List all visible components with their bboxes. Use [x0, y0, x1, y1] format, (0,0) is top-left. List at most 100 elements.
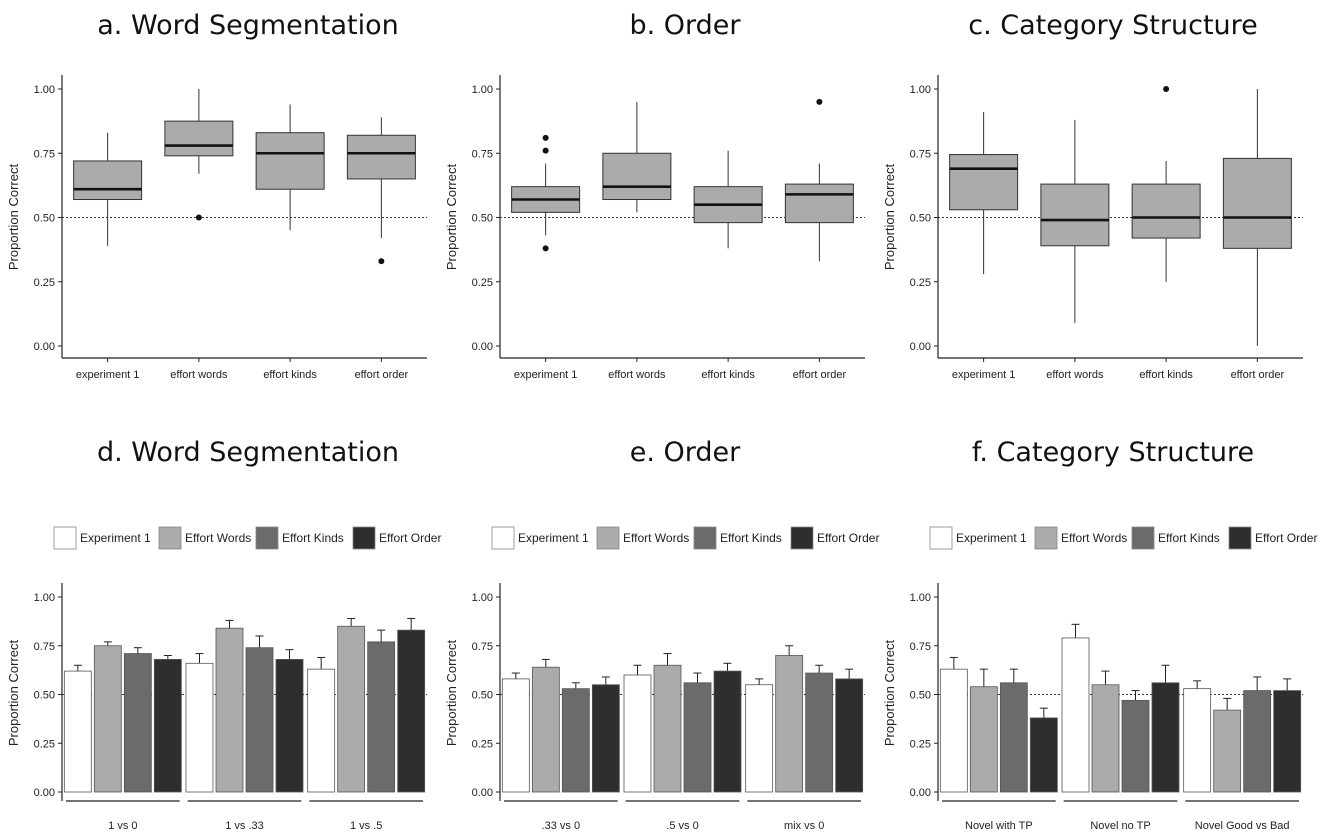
y-tick-label: 0.25	[34, 277, 55, 289]
x-tick-label: effort words	[1046, 369, 1104, 381]
y-tick-label: 0.75	[472, 148, 493, 160]
legend-label: Effort Order	[1255, 531, 1317, 545]
box	[784, 183, 854, 224]
legend-label: Effort Order	[817, 531, 879, 545]
legend-label: Effort Words	[185, 531, 251, 545]
y-tick-label: 0.50	[34, 213, 55, 225]
bar	[591, 684, 620, 793]
chart-panel-b: b. Order 0.00 0.25 0.50 0.75 1.00 Proportion C…	[444, 10, 865, 381]
legend-swatch	[158, 526, 182, 550]
legend-label: Effort Kinds	[1158, 531, 1220, 545]
outlier-point	[542, 134, 549, 141]
y-tick-label: 0.25	[472, 738, 493, 750]
bar	[337, 625, 366, 793]
outlier-point	[542, 147, 549, 154]
bar	[713, 670, 742, 793]
box	[346, 134, 416, 180]
bar	[745, 684, 774, 793]
chart-title: a. Word Segmentation	[97, 10, 398, 41]
box	[1222, 157, 1292, 249]
x-tick-label: 1 vs .5	[350, 820, 382, 832]
box	[1131, 183, 1201, 239]
bar	[805, 672, 834, 793]
box	[164, 120, 234, 157]
y-tick-label: 0.75	[34, 641, 55, 653]
bar	[275, 659, 304, 793]
legend-label: Effort Words	[623, 531, 689, 545]
box	[602, 152, 672, 201]
chart-title: b. Order	[629, 10, 741, 41]
legend-swatch	[1228, 526, 1252, 550]
chart-panel-e: e. Order 0.00 0.25 0.50 0.75 1.00 Proportion C…	[444, 437, 879, 832]
y-tick-label: 0.50	[472, 690, 493, 702]
x-tick-label: effort words	[170, 369, 228, 381]
y-tick-label: 0.25	[910, 738, 931, 750]
box	[949, 154, 1019, 211]
bar	[245, 647, 274, 793]
y-tick-label: 1.00	[34, 592, 55, 604]
y-tick-label: 0.00	[34, 787, 55, 799]
chart-title: c. Category Structure	[968, 10, 1258, 41]
y-tick-label: 1.00	[472, 84, 493, 96]
legend-label: Effort Kinds	[720, 531, 782, 545]
chart-title: e. Order	[630, 437, 741, 468]
bar	[397, 629, 426, 793]
bar	[63, 670, 92, 793]
bar	[561, 688, 590, 793]
bar	[185, 662, 214, 793]
legend-label: Effort Words	[1061, 531, 1127, 545]
x-tick-label: effort kinds	[263, 369, 317, 381]
bar	[501, 678, 530, 793]
outlier-point	[1163, 86, 1170, 92]
y-tick-label: 0.75	[910, 148, 931, 160]
x-tick-label: mix vs 0	[784, 820, 824, 832]
y-tick-label: 1.00	[472, 592, 493, 604]
x-tick-label: effort kinds	[701, 369, 755, 381]
bar	[1029, 717, 1058, 793]
bar	[1091, 684, 1120, 793]
outlier-point	[816, 98, 823, 105]
y-tick-label: 0.75	[472, 641, 493, 653]
bar	[775, 655, 804, 793]
bar	[653, 664, 682, 793]
legend-label: Experiment 1	[80, 531, 151, 545]
x-tick-label: effort order	[793, 369, 847, 381]
bar	[835, 678, 864, 793]
x-tick-label: 1 vs 0	[108, 820, 137, 832]
y-axis-title: Proportion Correct	[882, 164, 897, 271]
y-tick-label: 0.00	[34, 341, 55, 353]
legend-swatch	[53, 526, 77, 550]
y-tick-label: 0.50	[910, 690, 931, 702]
x-tick-label: Novel with TP	[965, 820, 1033, 832]
legend-swatch	[929, 526, 953, 550]
bar	[1121, 699, 1150, 793]
outlier-point	[378, 258, 385, 265]
legend-swatch	[491, 526, 515, 550]
x-tick-label: effort order	[355, 369, 409, 381]
legend-label: Experiment 1	[956, 531, 1027, 545]
bar	[623, 674, 652, 793]
y-tick-label: 0.75	[910, 641, 931, 653]
bar	[531, 666, 560, 793]
legend-label: Effort Kinds	[282, 531, 344, 545]
legend-swatch	[596, 526, 620, 550]
y-tick-label: 0.50	[910, 213, 931, 225]
bar	[683, 682, 712, 793]
x-tick-label: Novel no TP	[1090, 820, 1150, 832]
bar	[93, 645, 122, 793]
chart-title: d. Word Segmentation	[97, 437, 399, 468]
x-tick-label: effort kinds	[1139, 369, 1193, 381]
y-tick-label: 0.25	[910, 277, 931, 289]
x-tick-label: effort words	[608, 369, 666, 381]
bar	[969, 686, 998, 793]
legend-swatch	[255, 526, 279, 550]
y-tick-label: 1.00	[34, 84, 55, 96]
box	[255, 132, 325, 190]
y-axis-title: Proportion Correct	[6, 164, 21, 271]
legend-swatch	[1034, 526, 1058, 550]
legend-label: Effort Order	[379, 531, 441, 545]
y-tick-label: 0.00	[910, 341, 931, 353]
bar	[1243, 690, 1272, 793]
y-tick-label: 0.50	[472, 213, 493, 225]
